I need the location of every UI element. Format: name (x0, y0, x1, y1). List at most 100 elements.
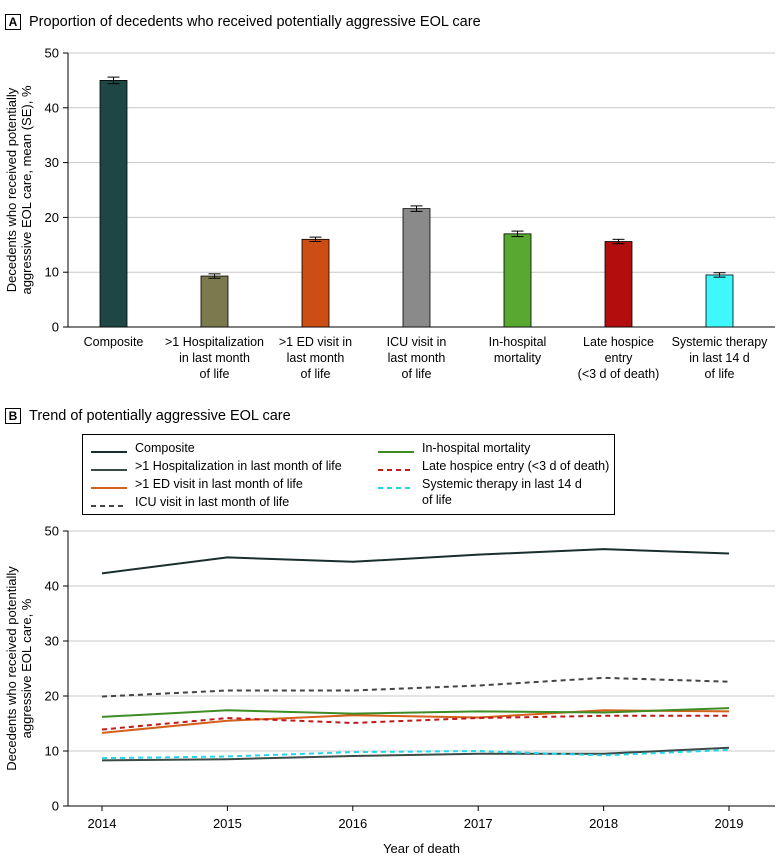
series-line (101, 748, 730, 760)
x-tick-label-line: mortality (494, 351, 542, 365)
y-tick-label: 50 (45, 524, 59, 539)
bar (402, 208, 431, 328)
x-tick-label: 2017 (464, 816, 493, 831)
legend-label: Systemic therapy in last 14 d of life (422, 476, 582, 508)
legend-item: ICU visit in last month of life (91, 494, 289, 510)
series-line (101, 676, 730, 698)
legend-item: Systemic therapy in last 14 d of life (378, 476, 582, 508)
line-chart-legend: Composite >1 Hospitalization in last mont… (82, 434, 615, 515)
x-tick-label-line: >1 Hospitalization (165, 335, 264, 349)
y-tick-label: 0 (52, 320, 59, 335)
legend-label-line: Late hospice entry (<3 d of death) (422, 459, 610, 473)
legend-item: Late hospice entry (<3 d of death) (378, 458, 609, 474)
legend-item: >1 Hospitalization in last month of life (91, 458, 342, 474)
x-tick-label-line: ICU visit in (387, 335, 447, 349)
y-axis-label-line: Decedents who received potentially (4, 566, 19, 771)
legend-label: ICU visit in last month of life (135, 494, 289, 510)
x-tick-label-line: of life (200, 367, 230, 381)
series-line (101, 548, 730, 575)
x-tick-label-line: of life (402, 367, 432, 381)
x-tick-label: >1 ED visit in last month of life (279, 335, 352, 381)
y-tick-label: 0 (52, 799, 59, 814)
y-axis-label-line: aggressive EOL care, mean (SE), % (19, 85, 34, 294)
legend-swatch (91, 498, 127, 507)
bar (503, 233, 532, 328)
x-tick-label: 2016 (338, 816, 367, 831)
bar (301, 238, 330, 328)
x-tick-label: In-hospital mortality (489, 335, 547, 365)
legend-label: In-hospital mortality (422, 440, 530, 456)
bar (99, 80, 128, 328)
legend-swatch (91, 462, 127, 471)
y-tick-label: 40 (45, 579, 59, 594)
legend-swatch (91, 480, 127, 489)
x-tick-label-line: In-hospital (489, 335, 547, 349)
y-axis-label-line: Decedents who received potentially (4, 87, 19, 292)
bar (604, 241, 633, 328)
legend-swatch (378, 444, 414, 453)
x-tick-label: Composite (84, 335, 144, 349)
x-tick-label-line: Composite (84, 335, 144, 349)
y-tick-label: 30 (45, 155, 59, 170)
legend-item: >1 ED visit in last month of life (91, 476, 303, 492)
x-tick-label: 2015 (213, 816, 242, 831)
x-tick-label: >1 Hospitalization in last month of life (165, 335, 264, 381)
panel-a-title: Proportion of decedents who received pot… (29, 14, 481, 30)
x-tick-label-line: >1 ED visit in (279, 335, 352, 349)
y-axis-label: Decedents who received potentiallyaggres… (4, 85, 34, 294)
legend-label-line: of life (422, 493, 452, 507)
x-tick-label: Late hospice entry (<3 d of death) (578, 335, 660, 381)
legend-swatch (378, 480, 414, 489)
y-tick-label: 20 (45, 210, 59, 225)
panel-a-letter: A (5, 14, 21, 30)
bar-chart: 0 10 20 30 40 50 Decedents who received potent… (4, 46, 775, 381)
series-line (101, 709, 730, 734)
y-tick-label: 10 (45, 744, 59, 759)
y-tick-label: 30 (45, 634, 59, 649)
x-tick-label-line: entry (605, 351, 634, 365)
panel-b-letter: B (5, 408, 21, 424)
legend-swatch (91, 444, 127, 453)
x-tick-label-line: last month (388, 351, 446, 365)
legend-label-line: ICU visit in last month of life (135, 495, 290, 509)
y-axis-label-line: aggressive EOL care, % (19, 598, 34, 738)
x-axis-label: Year of death (383, 841, 460, 856)
legend-label: Late hospice entry (<3 d of death) (422, 458, 609, 474)
legend-swatch (378, 462, 414, 471)
panel-b-title: Trend of potentially aggressive EOL care (29, 408, 291, 424)
y-tick-label: 50 (45, 46, 59, 61)
legend-item: Composite (91, 440, 195, 456)
x-tick-label: ICU visit in last month of life (387, 335, 447, 381)
panel-b-header: B Trend of potentially aggressive EOL ca… (5, 406, 291, 426)
y-axis-label: Decedents who received potentiallyaggres… (4, 566, 34, 771)
x-tick-label-line: Systemic therapy (672, 335, 769, 349)
legend-label-line: Systemic therapy in last 14 d (422, 477, 582, 491)
x-tick-label: 2019 (715, 816, 744, 831)
legend-label-line: Composite (135, 441, 195, 455)
legend-label-line: In-hospital mortality (422, 441, 531, 455)
x-tick-label-line: (<3 d of death) (578, 367, 660, 381)
y-tick-label: 10 (45, 265, 59, 280)
x-tick-label-line: last month (287, 351, 345, 365)
series-line (101, 707, 730, 718)
x-tick-label-line: of life (301, 367, 331, 381)
legend-label: >1 ED visit in last month of life (135, 476, 303, 492)
y-tick-label: 20 (45, 689, 59, 704)
panel-a-header: A Proportion of decedents who received p… (5, 12, 481, 32)
legend-label-line: >1 ED visit in last month of life (135, 477, 303, 491)
legend-label-line: >1 Hospitalization in last month of life (135, 459, 342, 473)
legend-label: Composite (135, 440, 195, 456)
x-tick-label: 2018 (589, 816, 618, 831)
x-tick-label-line: in last 14 d (689, 351, 750, 365)
legend-label: >1 Hospitalization in last month of life (135, 458, 342, 474)
series-line (101, 714, 729, 731)
x-tick-label: 2014 (88, 816, 117, 831)
y-tick-label: 40 (45, 100, 59, 115)
x-tick-label: Systemic therapy in last 14 d of life (672, 335, 769, 381)
x-tick-label-line: in last month (179, 351, 250, 365)
x-tick-label-line: Late hospice (583, 335, 654, 349)
legend-item: In-hospital mortality (378, 440, 530, 456)
x-tick-label-line: of life (705, 367, 735, 381)
series-line (101, 746, 730, 762)
